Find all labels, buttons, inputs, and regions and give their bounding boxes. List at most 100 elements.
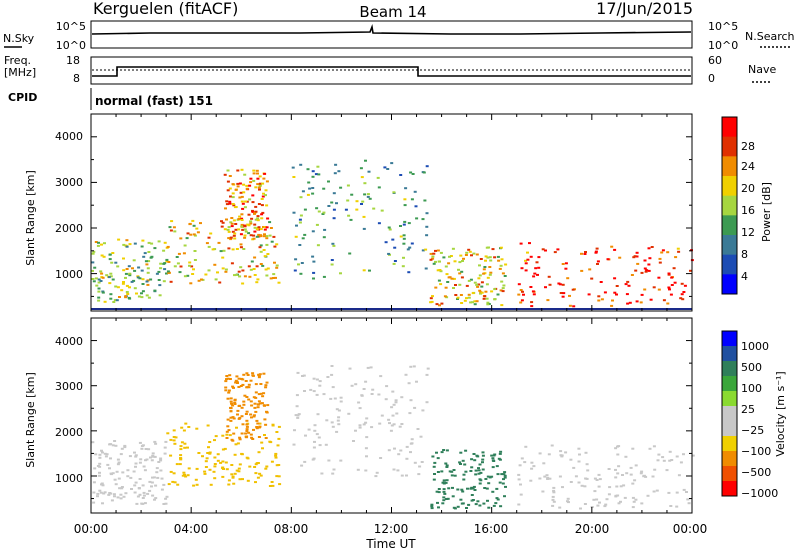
power-cell-r5-55 bbox=[572, 305, 576, 308]
power-cell-r1-129 bbox=[200, 278, 203, 281]
power-cell-r1-35 bbox=[192, 268, 195, 271]
power-cell-r3-98 bbox=[332, 244, 336, 247]
vel-cell-r5-107 bbox=[597, 485, 601, 488]
vel-cell-r2-123 bbox=[238, 436, 242, 439]
vel-cell-r1-60 bbox=[216, 459, 220, 462]
power-cell-r3-133 bbox=[299, 196, 303, 199]
vel-cell-r5-38 bbox=[652, 445, 656, 448]
vel-cell-r5-62 bbox=[614, 476, 618, 479]
vel-cell-r3-86 bbox=[365, 417, 369, 420]
freq-tick-bottom: 8 bbox=[73, 72, 80, 85]
power-cell-r5-27 bbox=[636, 262, 640, 265]
power-cell-r5-82 bbox=[647, 247, 651, 250]
power-cell-r5-61 bbox=[546, 299, 550, 302]
power-cell-r5-113 bbox=[645, 269, 649, 272]
power-cell-r2-91 bbox=[231, 203, 235, 205]
vel-cell-r4-8 bbox=[442, 449, 446, 451]
power-cell-r4-59 bbox=[478, 274, 482, 277]
xtick-1: 04:00 bbox=[174, 522, 209, 536]
vel-cell-r1-50 bbox=[195, 467, 199, 470]
power-cell-r2-105 bbox=[243, 236, 247, 239]
power-cell-r5-58 bbox=[517, 293, 521, 296]
power-cell-r3-63 bbox=[410, 198, 414, 201]
vel-cell-r1-105 bbox=[183, 446, 187, 449]
vel-cell-r2-134 bbox=[256, 426, 260, 429]
vel-cell-r2-104 bbox=[235, 375, 239, 378]
power-cell-r4-73 bbox=[436, 269, 440, 272]
vel-cell-r1-51 bbox=[195, 427, 199, 430]
power-cell-r3-90 bbox=[424, 248, 428, 251]
power-cell-r4-46 bbox=[431, 257, 435, 260]
power-cell-r0-58 bbox=[150, 242, 154, 245]
power-cell-r5-2 bbox=[648, 257, 652, 260]
vel-cell-r1-24 bbox=[187, 426, 191, 428]
power-cell-r5-119 bbox=[594, 250, 598, 253]
power-cell-r5-69 bbox=[683, 284, 687, 287]
power-cell-r4-117 bbox=[499, 246, 503, 249]
power-cell-r2-109 bbox=[230, 222, 234, 225]
nsky-frame bbox=[90, 20, 693, 49]
vel-cell-r0-7 bbox=[134, 465, 137, 468]
power-cell-r3-121 bbox=[333, 172, 337, 175]
power-cell-r3-3 bbox=[299, 163, 303, 166]
power-cell-r2-132 bbox=[256, 217, 260, 220]
power-cell-r0-5 bbox=[108, 258, 112, 261]
power-cell-r3-92 bbox=[322, 236, 326, 239]
vel-cell-r3-31 bbox=[413, 406, 417, 409]
power-cell-r2-104 bbox=[257, 186, 261, 189]
vel-cell-r5-96 bbox=[622, 484, 626, 487]
power-cell-r5-132 bbox=[640, 271, 644, 274]
vel-cell-r2-2 bbox=[245, 430, 249, 432]
vel-cell-r2-89 bbox=[245, 396, 249, 398]
vel-cell-r5-26 bbox=[574, 475, 578, 478]
power-cell-r3-24 bbox=[344, 208, 348, 211]
vel-cell-r2-28 bbox=[252, 414, 256, 417]
power-data-layer bbox=[91, 159, 694, 308]
power-cell-r2-68 bbox=[231, 192, 235, 195]
power-cell-r5-63 bbox=[670, 284, 674, 286]
power-cell-r2-6 bbox=[251, 201, 255, 204]
vel-cell-r0-31 bbox=[157, 461, 161, 463]
power-cell-r0-45 bbox=[99, 270, 103, 273]
vel-cell-r5-78 bbox=[625, 472, 629, 475]
vel-cell-r4-7 bbox=[478, 504, 482, 507]
vel-cell-r2-111 bbox=[251, 438, 255, 440]
power-cell-r0-26 bbox=[147, 260, 151, 263]
power-cell-r2-69 bbox=[241, 202, 245, 205]
vel-cell-r3-107 bbox=[394, 401, 398, 404]
power-cell-r5-36 bbox=[606, 258, 610, 261]
power-cell-r2-133 bbox=[236, 169, 240, 172]
power-cell-r5-44 bbox=[611, 299, 614, 302]
power-cell-r1-79 bbox=[192, 233, 196, 236]
vel-cell-r1-99 bbox=[238, 463, 242, 466]
power-cell-r4-67 bbox=[484, 259, 487, 262]
vel-cell-r1-54 bbox=[203, 472, 207, 475]
power-cell-r1-114 bbox=[253, 256, 257, 259]
vel-cell-r1-26 bbox=[248, 465, 252, 468]
power-cell-r2-96 bbox=[244, 200, 248, 203]
vel-cell-r3-68 bbox=[408, 412, 412, 415]
vel-cell-r1-17 bbox=[166, 432, 170, 435]
power-cell-r0-129 bbox=[110, 261, 114, 264]
vel-cell-r1-92 bbox=[274, 456, 278, 459]
power-cell-r2-43 bbox=[263, 172, 267, 175]
vel-cell-r0-43 bbox=[114, 483, 118, 486]
nsky-trace bbox=[91, 24, 692, 35]
vel-cell-r0-100 bbox=[113, 495, 116, 498]
power-cell-r3-56 bbox=[299, 272, 303, 275]
velocity-panel: 4000 3000 2000 1000 Slant Range [km] 100… bbox=[24, 317, 787, 514]
power-cell-r2-123 bbox=[259, 228, 263, 231]
vel-cell-r0-110 bbox=[122, 495, 126, 498]
power-cell-r0-80 bbox=[100, 254, 104, 257]
power-cell-r4-98 bbox=[483, 266, 487, 268]
vel-cell-r1-14 bbox=[174, 436, 178, 439]
vel-cell-r3-38 bbox=[409, 451, 412, 454]
power-cell-r5-65 bbox=[521, 290, 524, 293]
power-cell-r4-62 bbox=[491, 248, 495, 251]
vel-cell-r0-136 bbox=[160, 477, 164, 480]
power-cell-r4-127 bbox=[480, 281, 484, 284]
vel-cell-r2-138 bbox=[234, 381, 238, 384]
power-cell-r1-0 bbox=[221, 256, 225, 259]
vel-cell-r3-75 bbox=[405, 474, 408, 477]
vel-cell-r4-36 bbox=[496, 498, 500, 501]
